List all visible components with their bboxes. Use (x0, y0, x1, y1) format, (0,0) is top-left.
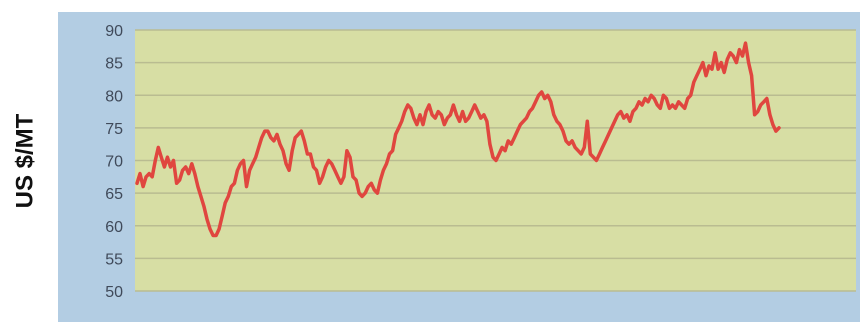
y-tick-label: 50 (105, 284, 123, 301)
y-tick-label: 90 (105, 23, 123, 40)
y-tick-label: 60 (105, 219, 123, 236)
y-tick-label: 85 (105, 56, 123, 73)
y-tick-label: 80 (105, 88, 123, 105)
y-tick-label: 65 (105, 186, 123, 203)
y-tick-label: 55 (105, 251, 123, 268)
y-tick-label: 70 (105, 154, 123, 171)
series-line-0 (135, 41, 781, 238)
y-tick-label: 75 (105, 121, 123, 138)
